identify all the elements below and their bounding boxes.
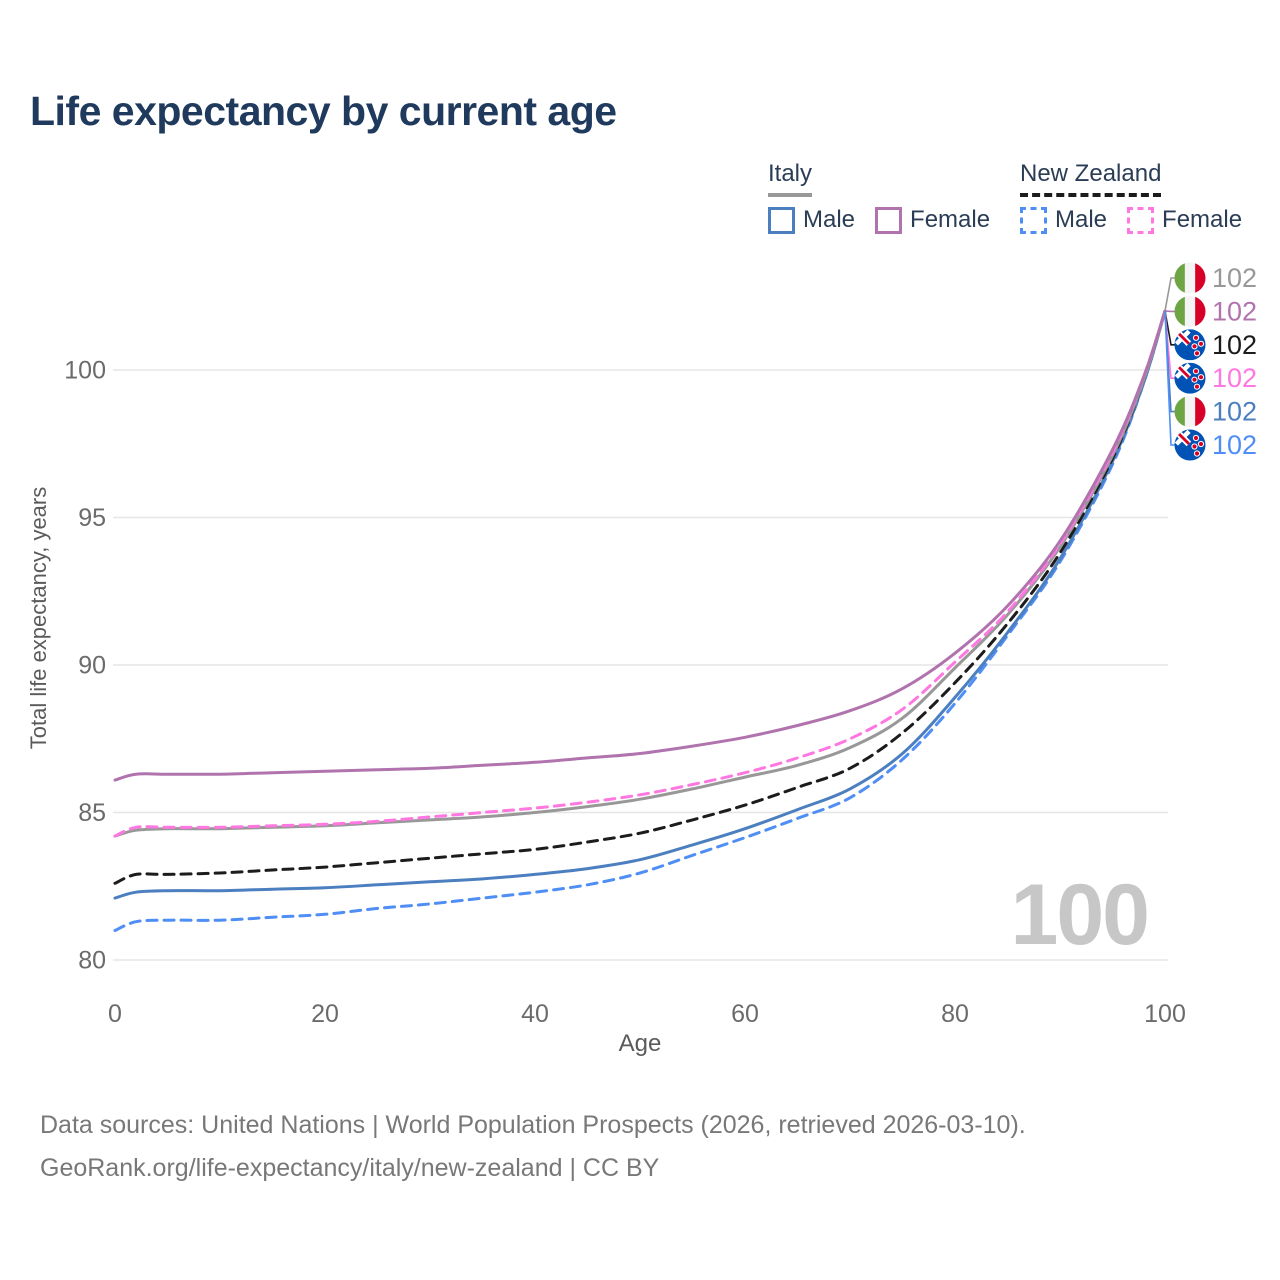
leader-line-nz-male <box>1164 310 1176 446</box>
footer-attribution: GeoRank.org/life-expectancy/italy/new-ze… <box>40 1154 660 1182</box>
legend-group-new-zealand: New Zealand Male Female <box>1020 160 1242 234</box>
italy-flag-icon <box>1174 396 1206 428</box>
series-line-nz-female <box>113 309 1167 838</box>
nz-female-swatch-icon <box>1127 206 1155 234</box>
x-tick-label: 60 <box>731 1000 759 1028</box>
legend-item-label: Female <box>910 206 991 233</box>
series-line-it-male <box>113 309 1167 900</box>
page-title: Life expectancy by current age <box>30 88 617 134</box>
new-zealand-flag-icon <box>1174 429 1206 461</box>
x-tick-label: 40 <box>521 1000 549 1028</box>
new-zealand-flag-icon <box>1174 362 1206 394</box>
legend-group-italy-title: Italy <box>768 160 813 197</box>
series-end-value-it-both: 102 <box>1212 263 1257 293</box>
nz-male-swatch-icon <box>1020 206 1047 234</box>
x-tick-label: 0 <box>108 1000 122 1028</box>
footer-data-sources: Data sources: United Nations | World Pop… <box>40 1111 1026 1139</box>
y-tick-label: 100 <box>64 357 106 385</box>
series-end-value-nz-female: 102 <box>1212 363 1257 393</box>
legend-group-italy: Italy Male Female <box>768 160 990 234</box>
y-tick-label: 90 <box>78 652 106 680</box>
x-tick-label: 80 <box>941 1000 969 1028</box>
italy-flag-icon <box>1174 295 1206 327</box>
y-tick-label: 95 <box>78 504 106 532</box>
legend-group-new-zealand-title: New Zealand <box>1020 160 1162 197</box>
footer: Data sources: United Nations | World Pop… <box>40 1104 1026 1190</box>
age-counter: 100 <box>1010 867 1150 963</box>
y-axis-title: Total life expectancy, years <box>26 487 51 750</box>
series-end-value-nz-both: 102 <box>1212 330 1257 360</box>
legend-items-italy: Male Female <box>768 206 990 234</box>
series-end-value-it-female: 102 <box>1212 296 1257 326</box>
series-end-value-it-male: 102 <box>1212 397 1257 427</box>
legend-items-new-zealand: Male Female <box>1020 206 1242 234</box>
legend-item-nz-female: Female <box>1127 206 1242 234</box>
leader-line-it-both <box>1164 277 1176 312</box>
y-tick-label: 85 <box>78 799 106 827</box>
legend-item-label: Female <box>1162 206 1243 233</box>
italy-female-swatch-icon <box>875 206 903 234</box>
y-tick-label: 80 <box>78 947 106 975</box>
x-axis-title: Age <box>619 1030 662 1057</box>
series-line-it-both <box>113 309 1167 838</box>
series-line-nz-both <box>113 309 1167 885</box>
legend-item-nz-male: Male <box>1020 206 1107 234</box>
legend-item-italy-female: Female <box>875 206 990 234</box>
italy-male-swatch-icon <box>768 206 795 234</box>
new-zealand-flag-icon <box>1174 329 1206 361</box>
series-line-nz-male <box>113 309 1167 932</box>
x-tick-label: 20 <box>311 1000 339 1028</box>
legend-item-label: Male <box>1055 206 1108 233</box>
x-tick-label: 100 <box>1144 1000 1186 1028</box>
italy-flag-icon <box>1174 262 1206 294</box>
legend-item-italy-male: Male <box>768 206 855 234</box>
legend-item-label: Male <box>803 206 856 233</box>
leader-line-nz-both <box>1164 310 1176 346</box>
series-end-value-nz-male: 102 <box>1212 430 1257 460</box>
series-line-it-female <box>113 309 1167 782</box>
